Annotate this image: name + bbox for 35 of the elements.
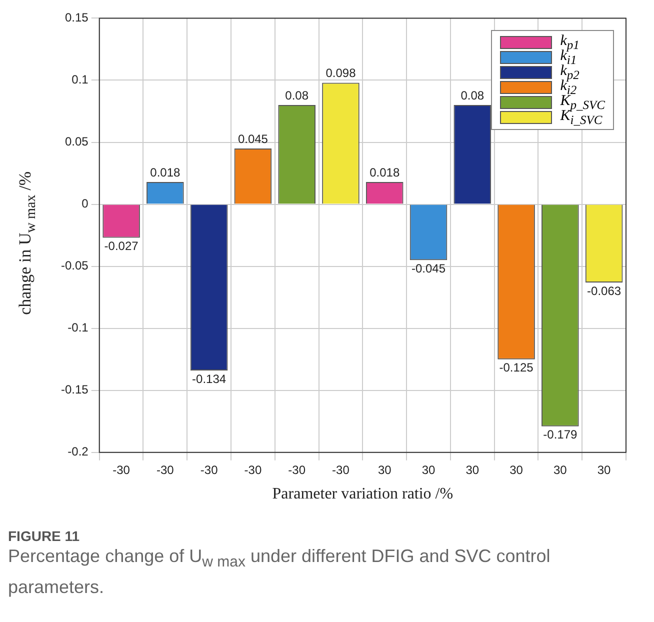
y-tick-label: -0.05 [60, 258, 89, 273]
x-tick-label: -30 [156, 462, 174, 477]
x-tick-label: 30 [466, 462, 480, 477]
data-label: 0.018 [370, 165, 400, 180]
x-tick-label: 30 [378, 462, 392, 477]
y-tick-label: 0.05 [64, 134, 89, 149]
data-label: -0.063 [587, 284, 622, 298]
data-label: 0.098 [326, 66, 356, 80]
x-tick-label: -30 [332, 462, 350, 477]
data-label: -0.125 [499, 360, 534, 375]
y-tick-label: 0.15 [64, 10, 89, 25]
y-tick-label: -0.1 [68, 320, 89, 335]
x-tick-label: -30 [244, 462, 262, 477]
y-tick-label: 0.1 [72, 72, 89, 87]
x-tick-label: 30 [422, 462, 436, 477]
data-label: -0.027 [104, 239, 139, 254]
y-tick-label: -0.15 [60, 382, 89, 397]
data-label: 0.018 [150, 165, 181, 180]
data-label: -0.045 [411, 261, 446, 276]
text: Percentage change of U$_{w max}$ under different DFIG and SVC control parameters. [8, 546, 550, 597]
x-tick-label: 30 [597, 462, 612, 477]
x-tick-label: 30 [510, 462, 524, 477]
x-tick-label: 30 [553, 462, 568, 477]
data-label: 0.08 [285, 88, 309, 102]
x-tick-label: -30 [288, 462, 306, 477]
y-tick-label: -0.2 [68, 444, 89, 459]
text: FIGURE 11 [8, 528, 81, 544]
data-label: -0.134 [192, 372, 226, 386]
y-tick-label: 0 [82, 196, 89, 211]
x-tick-label: -30 [200, 462, 218, 477]
data-label: 0.08 [460, 88, 484, 102]
data-label: -0.179 [543, 428, 578, 442]
x-axis-title: Parameter variation ratio /% [272, 486, 454, 503]
x-tick-label: -30 [112, 462, 130, 477]
data-label: 0.045 [238, 132, 268, 146]
